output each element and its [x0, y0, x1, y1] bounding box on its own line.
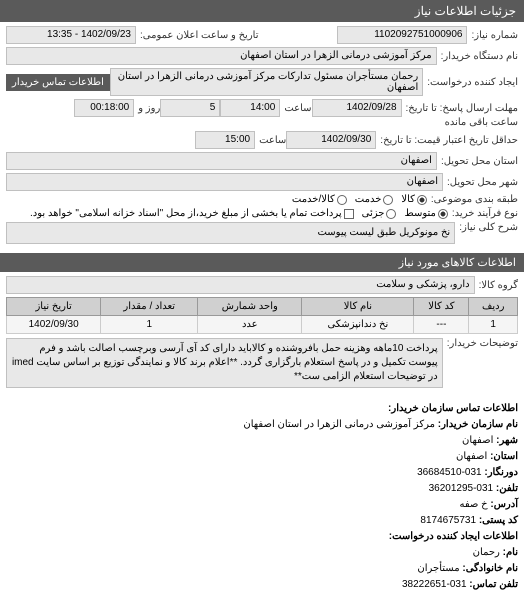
price-validity-date: 1402/09/30	[286, 131, 376, 149]
contact-prov-label: استان:	[490, 451, 518, 462]
announce-date-label: تاریخ و ساعت اعلان عمومی:	[140, 30, 259, 41]
creator-tel-value: 031-38222651	[402, 579, 467, 590]
checkbox-treasury[interactable]: پرداخت تمام یا بخشی از مبلغ خرید،از محل …	[30, 208, 354, 219]
radio-minor-label: جزئی	[362, 208, 385, 219]
th-qty: تعداد / مقدار	[101, 298, 198, 316]
process-type-label: نوع فرآیند خرید:	[452, 208, 518, 219]
contact-org-value: مرکز آموزشی درمانی الزهرا در استان اصفها…	[243, 419, 435, 430]
contact-tel-value: 031-36201295	[429, 483, 494, 494]
td-name: نخ دندانپزشکی	[302, 316, 414, 334]
creator-label: ایجاد کننده درخواست:	[427, 77, 518, 88]
contact-prov-value: اصفهان	[456, 451, 487, 462]
goods-info-header: اطلاعات کالاهای مورد نیاز	[0, 253, 524, 272]
contact-addr-label: آدرس:	[490, 499, 518, 510]
creator-value: رحمان مستأجران مسئول تدارکات مرکز آموزشی…	[110, 68, 423, 96]
buyer-notes-value: پرداخت 10ماهه وهزینه حمل بافروشنده و کال…	[6, 338, 443, 388]
price-validity-time: 15:00	[195, 131, 255, 149]
th-date: تاریخ نیاز	[7, 298, 101, 316]
table-header-row: ردیف کد کالا نام کالا واحد شمارش تعداد /…	[7, 298, 518, 316]
need-desc-label: شرح کلی نیاز:	[459, 222, 518, 233]
delivery-city-label: شهر محل تحویل:	[447, 177, 518, 188]
td-date: 1402/09/30	[7, 316, 101, 334]
deadline-time-label: ساعت	[284, 103, 311, 114]
creator-name-value: رحمان	[473, 547, 500, 558]
td-row: 1	[469, 316, 518, 334]
header-title: جزئیات اطلاعات نیاز	[415, 4, 516, 18]
th-name: نام کالا	[302, 298, 414, 316]
radio-medium-label: متوسط	[404, 208, 435, 219]
page-header: جزئیات اطلاعات نیاز	[0, 0, 524, 22]
checkbox-icon	[344, 209, 354, 219]
contact-city-value: اصفهان	[462, 435, 493, 446]
contact-fax-value: 031-36684510	[417, 467, 482, 478]
delivery-city-value: اصفهان	[6, 173, 443, 191]
announce-date-value: 1402/09/23 - 13:35	[6, 26, 136, 44]
deadline-time: 14:00	[220, 99, 280, 117]
hours-remaining: 00:18:00	[74, 99, 134, 117]
radio-medium[interactable]: متوسط	[404, 208, 447, 219]
radio-icon	[383, 195, 393, 205]
radio-goods-label: کالا	[401, 194, 415, 205]
creator-family-label: نام خانوادگی:	[462, 563, 518, 574]
radio-icon	[438, 209, 448, 219]
creator-name-label: نام:	[503, 547, 518, 558]
contact-city-label: شهر:	[496, 435, 518, 446]
radio-both[interactable]: کالا/خدمت	[292, 194, 347, 205]
price-validity-label: حداقل تاریخ اعتبار قیمت: تا تاریخ:	[380, 135, 518, 146]
need-number-value: 1102092751000906	[337, 26, 467, 44]
goods-info-title: اطلاعات کالاهای مورد نیاز	[399, 257, 516, 269]
creator-family-value: مستأجران	[417, 563, 459, 574]
contact-section: اطلاعات تماس سازمان خریدار: نام سازمان خ…	[0, 401, 524, 593]
th-row: ردیف	[469, 298, 518, 316]
goods-group-label: گروه کالا:	[479, 280, 518, 291]
remain-label: ساعت باقی مانده	[445, 117, 518, 128]
radio-service-label: خدمت	[355, 194, 382, 205]
goods-group-value: دارو، پزشکی و سلامت	[6, 276, 475, 294]
contact-addr-value: خ صفه	[459, 499, 487, 510]
table-row[interactable]: 1 --- نخ دندانپزشکی عدد 1 1402/09/30	[7, 316, 518, 334]
contact-tel-label: تلفن:	[496, 483, 518, 494]
contact-org-label: نام سازمان خریدار:	[438, 419, 518, 430]
buyer-org-value: مرکز آموزشی درمانی الزهرا در استان اصفها…	[6, 47, 437, 65]
treasury-note: پرداخت تمام یا بخشی از مبلغ خرید،از محل …	[30, 208, 342, 219]
deadline-date: 1402/09/28	[312, 99, 402, 117]
th-code: کد کالا	[414, 298, 469, 316]
td-unit: عدد	[198, 316, 302, 334]
contact-post-value: 8174675731	[420, 515, 476, 526]
creator-tel-label: تلفن تماس:	[469, 579, 518, 590]
radio-icon	[417, 195, 427, 205]
price-time-label: ساعت	[259, 135, 286, 146]
buyer-org-label: نام دستگاه خریدار:	[441, 51, 518, 62]
radio-both-label: کالا/خدمت	[292, 194, 335, 205]
radio-goods[interactable]: کالا	[401, 194, 427, 205]
delivery-province-label: استان محل تحویل:	[441, 156, 518, 167]
contact-fax-label: دورنگار:	[484, 467, 518, 478]
td-qty: 1	[101, 316, 198, 334]
radio-service[interactable]: خدمت	[355, 194, 394, 205]
days-remaining: 5	[160, 99, 220, 117]
category-label: طبقه بندی موضوعی:	[431, 194, 518, 205]
goods-table: ردیف کد کالا نام کالا واحد شمارش تعداد /…	[6, 297, 518, 334]
need-number-label: شماره نیاز:	[471, 30, 518, 41]
contact-header: اطلاعات تماس سازمان خریدار:	[388, 403, 518, 414]
radio-icon	[337, 195, 347, 205]
delivery-province-value: اصفهان	[6, 152, 437, 170]
creator-contact-header: اطلاعات ایجاد کننده درخواست:	[389, 531, 518, 542]
days-label: روز و	[138, 103, 160, 114]
th-unit: واحد شمارش	[198, 298, 302, 316]
buyer-contact-button[interactable]: اطلاعات تماس خریدار	[6, 74, 110, 91]
deadline-label: مهلت ارسال پاسخ: تا تاریخ:	[406, 103, 518, 114]
radio-icon	[386, 209, 396, 219]
radio-minor[interactable]: جزئی	[362, 208, 397, 219]
buyer-notes-label: توضیحات خریدار:	[447, 338, 518, 349]
need-desc-value: نخ مونوکریل طبق لیست پیوست	[6, 222, 455, 244]
contact-post-label: کد پستی:	[479, 515, 518, 526]
td-code: ---	[414, 316, 469, 334]
